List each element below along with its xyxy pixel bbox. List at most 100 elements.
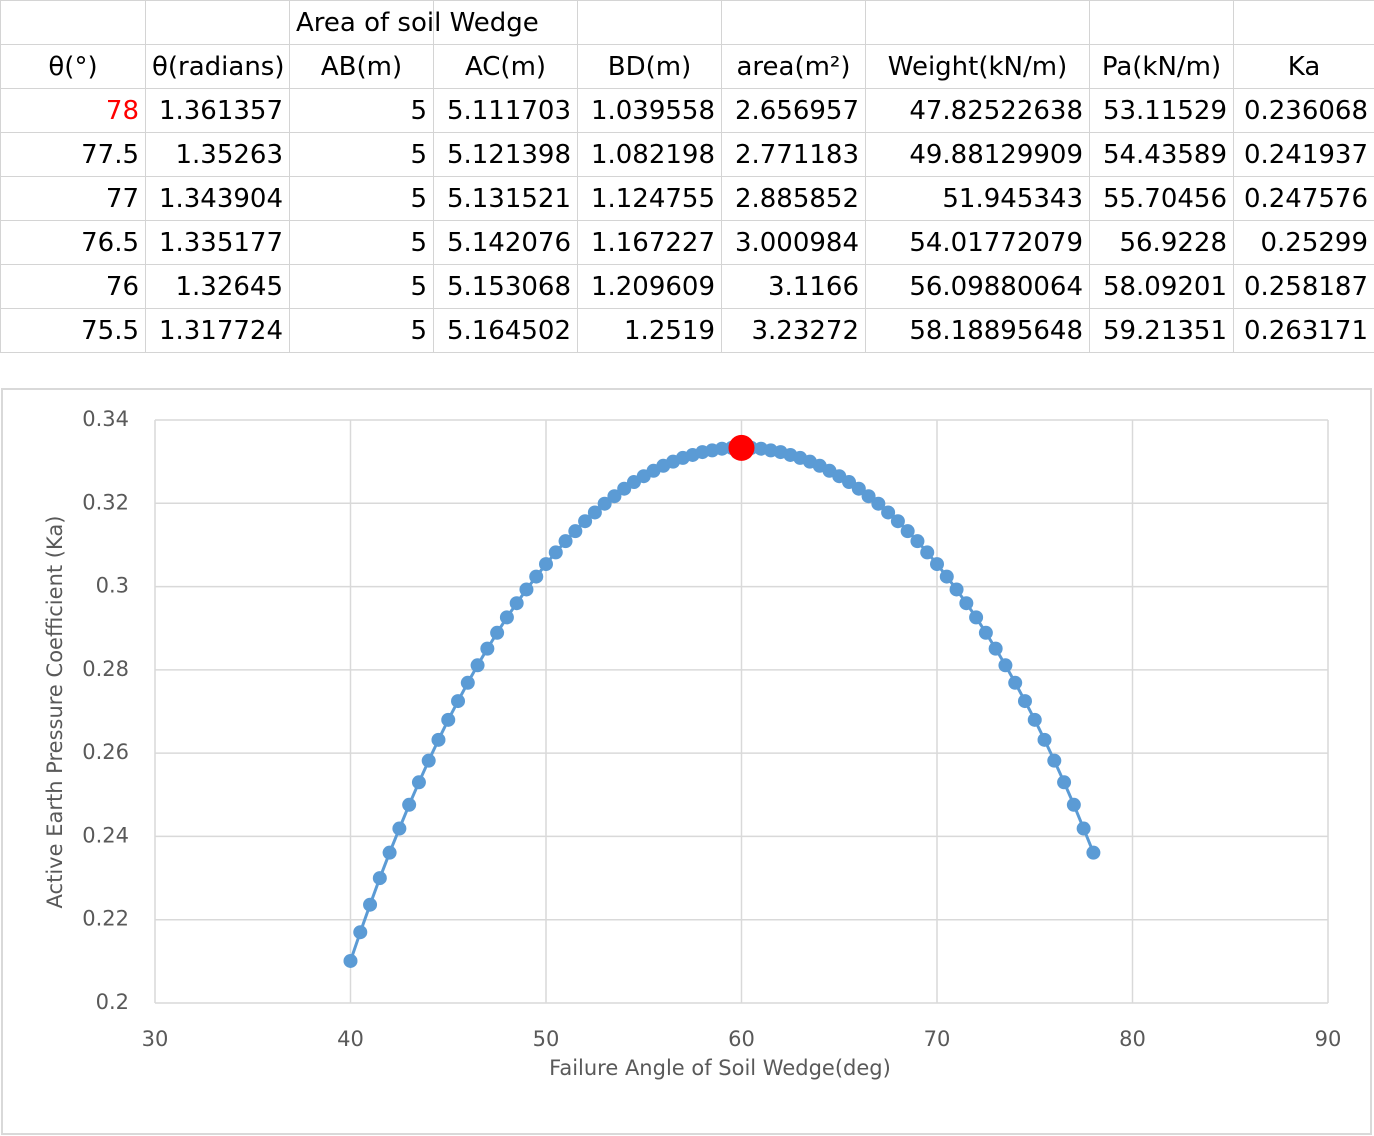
table-cell: 58.09201 — [1089, 264, 1234, 309]
table-cell: 58.18895648 — [865, 308, 1090, 353]
y-tick-label: 0.3 — [96, 574, 129, 598]
x-tick-label: 50 — [533, 1027, 560, 1051]
table-cell — [1233, 0, 1374, 45]
table-cell: 2.771183 — [721, 132, 866, 177]
table-row: 78 1.361357 5 5.111703 1.039558 2.656957 47.82… — [0, 88, 1374, 133]
y-tick-label: 0.34 — [82, 407, 129, 431]
chart-frame — [1, 388, 1372, 1135]
table-cell: 0.25299 — [1233, 220, 1374, 265]
data-point — [587, 505, 602, 520]
table-cell: 76.5 — [0, 220, 146, 265]
table-cell: 5.111703 — [433, 88, 578, 133]
y-tick-label: 0.22 — [82, 907, 129, 931]
table-cell: 0.263171 — [1233, 308, 1374, 353]
x-tick-label: 90 — [1315, 1027, 1342, 1051]
table-cell — [721, 0, 866, 45]
data-point — [1037, 732, 1052, 747]
data-point — [519, 582, 534, 597]
table-cell: 1.32645 — [145, 264, 290, 309]
data-point — [509, 596, 524, 611]
data-point — [597, 496, 612, 511]
data-point — [372, 871, 387, 886]
table-cell: 2.656957 — [721, 88, 866, 133]
table-cell: 1.335177 — [145, 220, 290, 265]
table-cell: 5 — [289, 308, 434, 353]
data-point — [728, 434, 755, 461]
data-point — [871, 496, 886, 511]
table-cell: 0.236068 — [1233, 88, 1374, 133]
x-tick-label: 60 — [728, 1027, 755, 1051]
table-cell: 0.258187 — [1233, 264, 1374, 309]
data-point — [363, 897, 378, 912]
data-point — [431, 732, 446, 747]
table-row: θ(°) θ(radians) AB(m) AC(m) BD(m) area(m²) Wei… — [0, 44, 1374, 89]
data-point — [1086, 845, 1101, 860]
x-tick-label: 70 — [924, 1027, 951, 1051]
table-row: 75.5 1.317724 5 5.164502 1.2519 3.23272 58.188… — [0, 308, 1374, 353]
data-point — [529, 569, 544, 584]
table-cell: 77.5 — [0, 132, 146, 177]
data-point — [402, 797, 417, 812]
table-cell: 5 — [289, 176, 434, 221]
data-point — [939, 569, 954, 584]
data-table: Area of soil Wedge θ(°) θ(radians) AB(m) AC(… — [0, 0, 1374, 353]
x-tick-label: 40 — [337, 1027, 364, 1051]
table-cell: Pa(kN/m) — [1089, 44, 1234, 89]
table-cell: 5.121398 — [433, 132, 578, 177]
table-cell: 5 — [289, 220, 434, 265]
data-point — [861, 489, 876, 504]
table-cell: 1.35263 — [145, 132, 290, 177]
x-tick-label: 30 — [142, 1027, 169, 1051]
table-cell: 55.70456 — [1089, 176, 1234, 221]
table-cell — [1089, 0, 1234, 45]
data-point — [470, 658, 485, 673]
data-point — [568, 524, 583, 539]
table-cell: θ(radians) — [145, 44, 290, 89]
data-point — [1047, 753, 1062, 768]
data-point — [480, 641, 495, 656]
data-point — [949, 582, 964, 597]
data-point — [842, 475, 857, 490]
data-point — [978, 625, 993, 640]
table-cell: 5.131521 — [433, 176, 578, 221]
data-point — [890, 514, 905, 529]
data-point — [910, 534, 925, 549]
table-cell: 1.124755 — [577, 176, 722, 221]
y-tick-label: 0.24 — [82, 823, 129, 847]
data-point — [578, 514, 593, 529]
data-point — [959, 596, 974, 611]
y-tick-label: 0.2 — [96, 990, 129, 1014]
table-cell: Ka — [1233, 44, 1374, 89]
data-point — [988, 641, 1003, 656]
table-cell: 59.21351 — [1089, 308, 1234, 353]
x-tick-label: 80 — [1119, 1027, 1146, 1051]
data-point — [499, 610, 514, 625]
data-point — [1008, 675, 1023, 690]
data-point — [558, 534, 573, 549]
data-point — [539, 557, 553, 572]
y-tick-label: 0.32 — [82, 490, 129, 514]
data-point — [343, 953, 358, 968]
data-point — [1076, 821, 1091, 836]
table-cell: 1.343904 — [145, 176, 290, 221]
table-cell: 53.11529 — [1089, 88, 1234, 133]
table-row: Area of soil Wedge — [0, 0, 1374, 45]
data-point — [851, 481, 866, 496]
data-point — [607, 489, 622, 504]
y-tick-label: 0.28 — [82, 657, 129, 681]
data-point — [881, 505, 896, 520]
y-axis-title: Active Earth Pressure Coefficient (Ka) — [43, 516, 67, 909]
table-cell: Weight(kN/m) — [865, 44, 1090, 89]
table-cell: 75.5 — [0, 308, 146, 353]
data-point — [1027, 712, 1042, 727]
table-cell: area(m²) — [721, 44, 866, 89]
table-cell: 0.247576 — [1233, 176, 1374, 221]
table-cell: 1.082198 — [577, 132, 722, 177]
data-point — [900, 524, 915, 539]
data-point — [969, 610, 984, 625]
table-cell: 0.241937 — [1233, 132, 1374, 177]
table-cell: 49.88129909 — [865, 132, 1090, 177]
table-row: 77.5 1.35263 5 5.121398 1.082198 2.771183 49.8… — [0, 132, 1374, 177]
data-point — [548, 545, 563, 560]
